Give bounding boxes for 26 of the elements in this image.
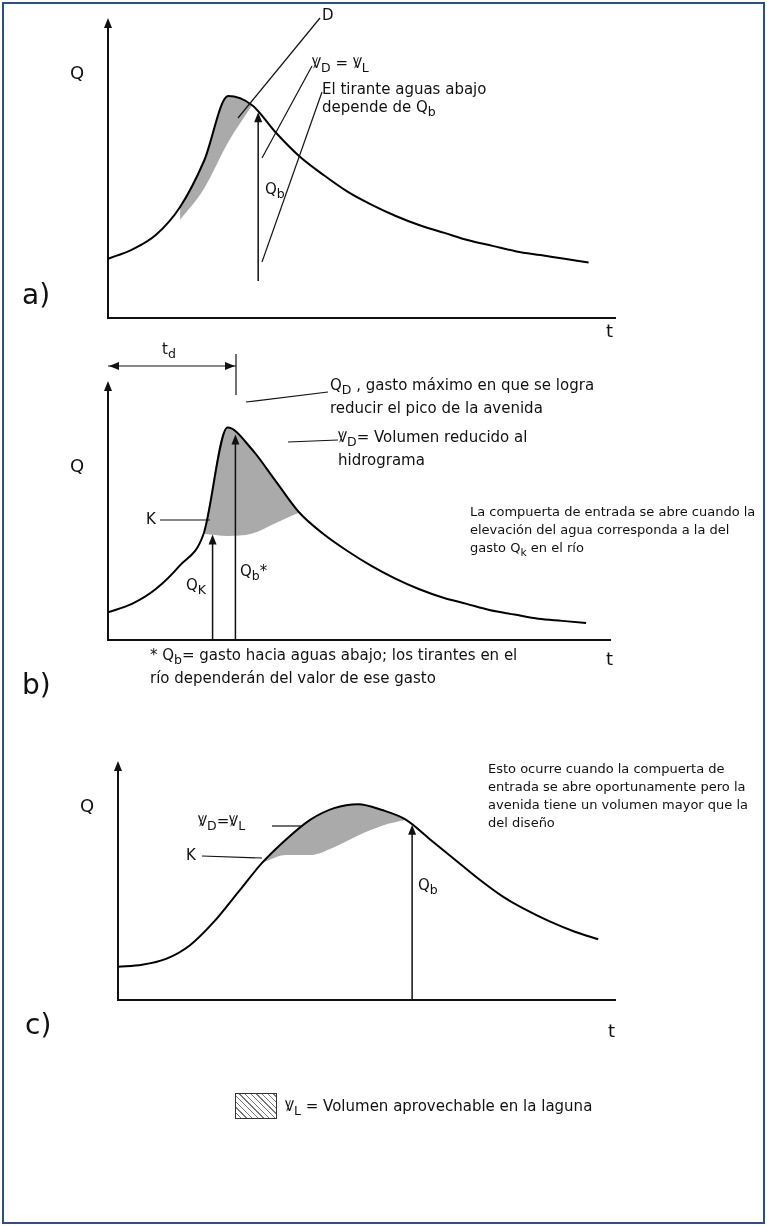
annotation: Q$_{b}$: [265, 180, 285, 201]
text: * Q$_{b}$= gasto hacia aguas abajo; los tirantes en el río dependerán del valor de ese gasto: [150, 646, 518, 687]
y-axis-title: Q: [70, 62, 85, 83]
x-axis-title: t: [606, 320, 614, 341]
annotation: Ꝟ$_{D}$=Ꝟ$_{L}$: [198, 812, 246, 833]
y-axis-title: Q: [80, 795, 95, 816]
text: a): [22, 278, 51, 311]
text: t$_{d}$: [162, 340, 176, 361]
annotation: Q$_{b}$*: [240, 562, 268, 583]
text: Q$_{D}$ , gasto máximo en que se logra reducir el pico de la avenida: [330, 376, 595, 417]
x-axis-title: t: [606, 648, 614, 669]
annotation: Esto ocurre cuando la compuerta de entrada se abre oportunamente pero la avenida tiene un volumen mayor que la del diseño: [488, 761, 749, 830]
annotation: K: [146, 510, 156, 528]
y-axis-title: Q: [70, 455, 85, 476]
annotation: K: [186, 846, 196, 864]
annotation: El tirante aguas abajo depende de Q$_{b}$: [322, 80, 487, 119]
text: c): [25, 1008, 52, 1041]
annotation: Q$_{b}$: [418, 876, 438, 897]
annotation: Q$_{K}$: [186, 576, 207, 597]
text: D: [322, 6, 334, 24]
text: Ꝟ$_{L}$ = Volumen aprovechable en la laguna: [285, 1096, 593, 1118]
x-axis-title: t: [608, 1020, 616, 1041]
text: Ꝟ$_{D}$ = Ꝟ$_{L}$: [312, 54, 369, 75]
annotation: La compuerta de entrada se abre cuando la elevación del agua corresponda a la del gasto Q$_{k}$ en el río: [470, 504, 756, 559]
text: b): [22, 668, 51, 701]
annotation: Ꝟ$_{D}$= Volumen reducido al hidrograma: [338, 428, 528, 469]
